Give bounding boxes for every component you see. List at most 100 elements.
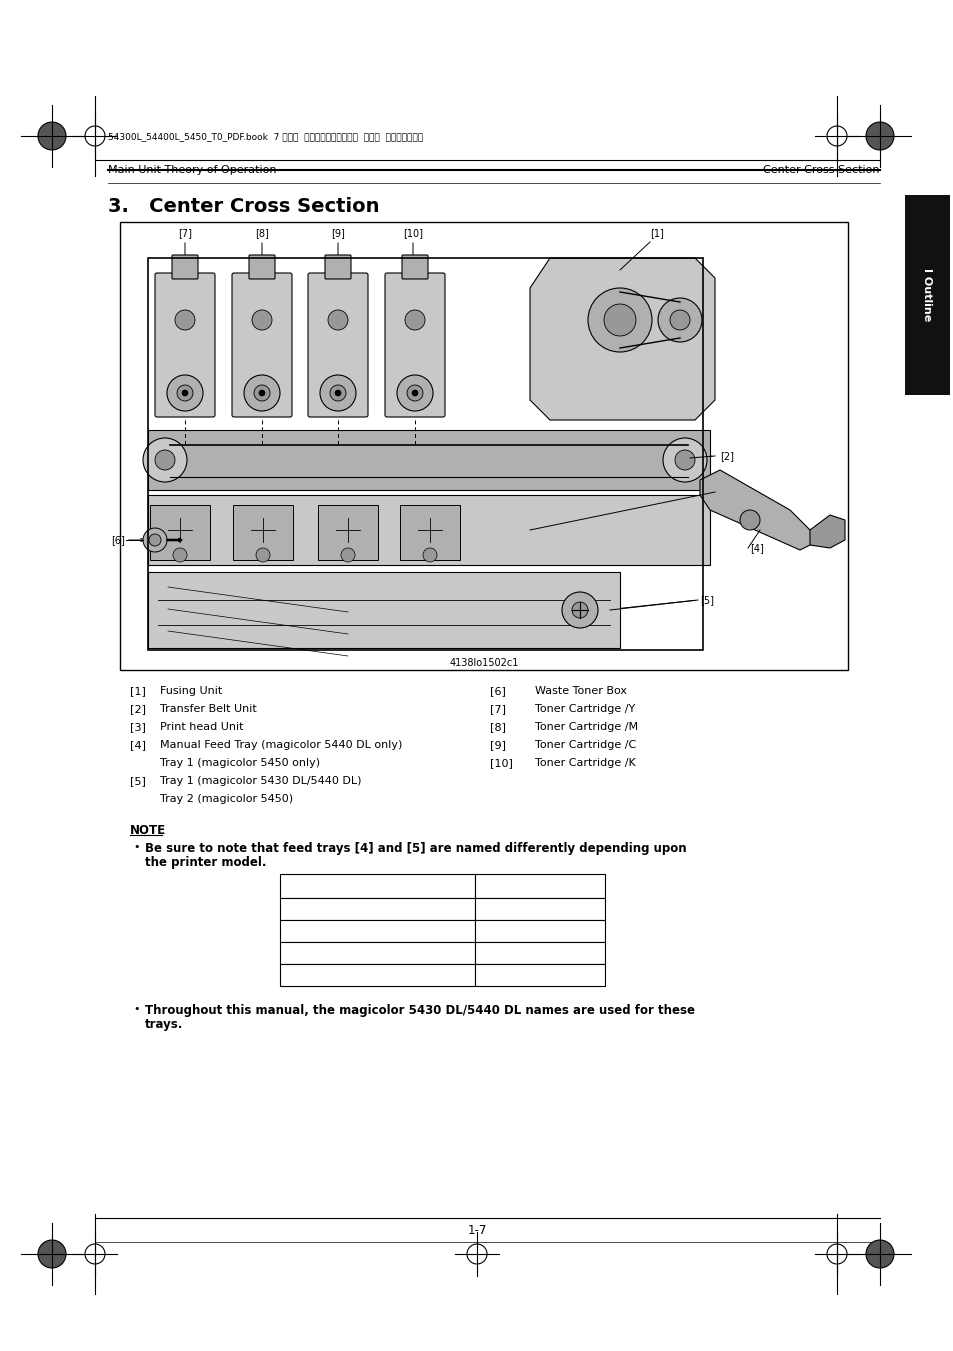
Bar <box>148 494 709 565</box>
Bar <box>280 920 475 942</box>
Text: [10]: [10] <box>402 228 422 238</box>
Bar <box>280 874 475 898</box>
Text: [1]: [1] <box>649 228 663 238</box>
Circle shape <box>253 385 270 401</box>
Text: 3.   Center Cross Section: 3. Center Cross Section <box>108 197 379 216</box>
Bar <box>280 898 475 920</box>
Circle shape <box>149 534 161 546</box>
FancyBboxPatch shape <box>249 255 274 280</box>
Circle shape <box>669 309 689 330</box>
Circle shape <box>258 390 265 396</box>
Circle shape <box>38 122 66 150</box>
Text: Print head Unit: Print head Unit <box>160 721 243 732</box>
Text: TRAY3: TRAY3 <box>356 969 398 981</box>
Circle shape <box>255 549 270 562</box>
Text: [4]: [4] <box>749 543 763 553</box>
Circle shape <box>328 309 348 330</box>
Text: •: • <box>132 842 139 852</box>
Bar <box>475 920 604 942</box>
Bar <box>475 898 604 920</box>
Circle shape <box>407 385 422 401</box>
Text: [6]: [6] <box>490 686 505 696</box>
Circle shape <box>740 509 760 530</box>
Text: Fusing Unit: Fusing Unit <box>160 686 222 696</box>
Circle shape <box>587 288 651 353</box>
Text: [5]: [5] <box>700 594 713 605</box>
Bar <box>280 942 475 965</box>
Circle shape <box>675 450 695 470</box>
Text: [2]: [2] <box>130 704 146 713</box>
Text: Center Cross Section: Center Cross Section <box>762 165 879 176</box>
Text: Toner Cartridge /Y: Toner Cartridge /Y <box>535 704 635 713</box>
FancyBboxPatch shape <box>308 273 368 417</box>
Text: [5]: [5] <box>130 775 146 786</box>
FancyBboxPatch shape <box>401 255 428 280</box>
Bar <box>148 571 619 648</box>
Text: [3]: [3] <box>720 486 733 497</box>
Circle shape <box>340 549 355 562</box>
Text: TRAY1: TRAY1 <box>518 902 560 916</box>
Circle shape <box>662 438 706 482</box>
Text: Tray 2 (magicolor 5450): Tray 2 (magicolor 5450) <box>160 794 293 804</box>
Text: [6]: [6] <box>111 535 125 544</box>
Text: the printer model.: the printer model. <box>145 857 266 869</box>
Circle shape <box>244 376 280 411</box>
Bar <box>475 942 604 965</box>
Text: NOTE: NOTE <box>130 824 166 838</box>
Circle shape <box>396 376 433 411</box>
Bar <box>148 430 709 490</box>
Text: Main Unit Theory of Operation: Main Unit Theory of Operation <box>108 165 276 176</box>
Text: [7]: [7] <box>490 704 505 713</box>
Text: Manual Feed Tray (magicolor 5440 DL only): Manual Feed Tray (magicolor 5440 DL only… <box>160 740 402 750</box>
Circle shape <box>405 309 424 330</box>
Text: [2]: [2] <box>720 451 733 461</box>
Circle shape <box>182 390 188 396</box>
Bar <box>475 965 604 986</box>
Bar <box>120 222 847 670</box>
FancyBboxPatch shape <box>232 273 292 417</box>
Text: TRAY2: TRAY2 <box>356 947 398 959</box>
Text: [1]: [1] <box>130 686 146 696</box>
Text: Toner Cartridge /M: Toner Cartridge /M <box>535 721 638 732</box>
Text: [8]: [8] <box>254 228 269 238</box>
Text: Waste Toner Box: Waste Toner Box <box>535 686 626 696</box>
FancyBboxPatch shape <box>172 255 198 280</box>
Circle shape <box>177 385 193 401</box>
Circle shape <box>143 438 187 482</box>
Circle shape <box>143 528 167 553</box>
Text: [9]: [9] <box>331 228 345 238</box>
Circle shape <box>330 385 346 401</box>
Circle shape <box>865 122 893 150</box>
Bar <box>150 505 210 561</box>
Text: •: • <box>132 1004 139 1015</box>
Circle shape <box>865 1240 893 1269</box>
Circle shape <box>174 309 194 330</box>
Text: 54300L_54400L_5450_T0_PDF.book  7 ページ  ２００５年４月１２日  火曜日  午後４時４９分: 54300L_54400L_5450_T0_PDF.book 7 ページ ２００… <box>108 132 423 142</box>
Text: MANUAL FEED TRAY: MANUAL FEED TRAY <box>311 902 443 916</box>
Text: Tray 1 (magicolor 5450 only): Tray 1 (magicolor 5450 only) <box>160 758 320 767</box>
Bar <box>475 874 604 898</box>
Text: TRAY2: TRAY2 <box>518 924 560 938</box>
Text: [8]: [8] <box>490 721 505 732</box>
Circle shape <box>603 304 636 336</box>
Text: Transfer Belt Unit: Transfer Belt Unit <box>160 704 256 713</box>
Circle shape <box>335 390 340 396</box>
Text: TRAY3: TRAY3 <box>518 947 560 959</box>
FancyBboxPatch shape <box>385 273 444 417</box>
Circle shape <box>572 603 587 617</box>
Circle shape <box>38 1240 66 1269</box>
Text: magicolor 5430 DL / 5440 DL: magicolor 5430 DL / 5440 DL <box>301 881 453 892</box>
Text: Toner Cartridge /K: Toner Cartridge /K <box>535 758 635 767</box>
Polygon shape <box>809 515 844 549</box>
Text: Toner Cartridge /C: Toner Cartridge /C <box>535 740 636 750</box>
Text: [7]: [7] <box>178 228 192 238</box>
Text: [3]: [3] <box>130 721 146 732</box>
FancyBboxPatch shape <box>325 255 351 280</box>
Text: TRAY4: TRAY4 <box>518 969 560 981</box>
Text: 4138lo1502c1: 4138lo1502c1 <box>449 658 518 667</box>
Circle shape <box>422 549 436 562</box>
Text: TRAY1: TRAY1 <box>356 924 398 938</box>
Circle shape <box>167 376 203 411</box>
Text: trays.: trays. <box>145 1019 183 1031</box>
Circle shape <box>561 592 598 628</box>
